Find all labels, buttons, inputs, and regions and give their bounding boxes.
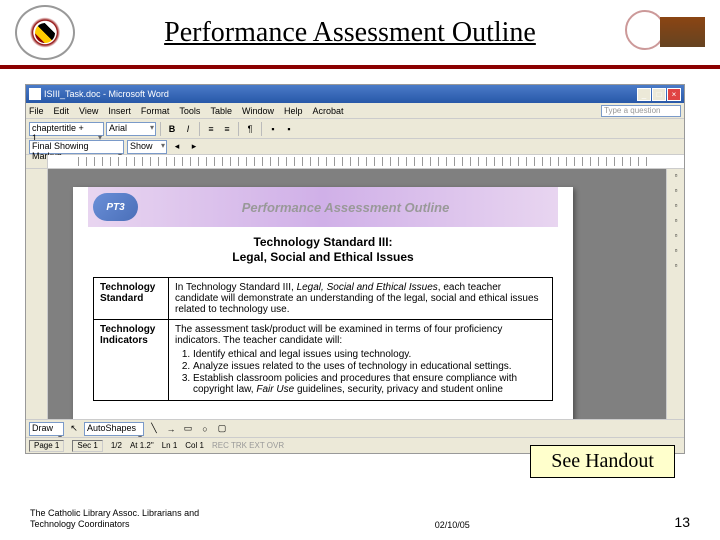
word-window: ISIII_Task.doc - Microsoft Word _ □ × Fi… bbox=[25, 84, 685, 454]
window-titlebar: ISIII_Task.doc - Microsoft Word _ □ × bbox=[26, 85, 684, 103]
toolbar-button[interactable]: ▪ bbox=[266, 122, 280, 136]
vertical-ruler[interactable] bbox=[26, 169, 48, 419]
next-change-button[interactable]: ▸ bbox=[187, 140, 201, 154]
horizontal-ruler[interactable] bbox=[26, 155, 684, 169]
menu-view[interactable]: View bbox=[79, 106, 98, 116]
list-item: Establish classroom policies and procedu… bbox=[193, 373, 546, 395]
status-col: Col 1 bbox=[185, 441, 204, 450]
menu-bar: File Edit View Insert Format Tools Table… bbox=[26, 103, 684, 119]
side-button[interactable]: ▫ bbox=[669, 171, 683, 185]
menu-file[interactable]: File bbox=[29, 106, 44, 116]
line-button[interactable]: ╲ bbox=[147, 422, 161, 436]
menu-tools[interactable]: Tools bbox=[179, 106, 200, 116]
side-button[interactable]: ▫ bbox=[669, 261, 683, 275]
side-button[interactable]: ▫ bbox=[669, 231, 683, 245]
paragraph-button[interactable]: ¶ bbox=[243, 122, 257, 136]
footer-date: 02/10/05 bbox=[435, 520, 470, 530]
show-select[interactable]: Show bbox=[127, 140, 167, 154]
select-arrow-button[interactable]: ↖ bbox=[67, 422, 81, 436]
draw-menu[interactable]: Draw bbox=[29, 422, 64, 436]
side-button[interactable]: ▫ bbox=[669, 216, 683, 230]
menu-format[interactable]: Format bbox=[141, 106, 170, 116]
side-button[interactable]: ▫ bbox=[669, 246, 683, 260]
menu-window[interactable]: Window bbox=[242, 106, 274, 116]
document-banner: PT3 Performance Assessment Outline bbox=[88, 187, 558, 227]
list-item: Analyze issues related to the uses of te… bbox=[193, 361, 546, 372]
university-logo bbox=[15, 5, 75, 60]
italic-button[interactable]: I bbox=[181, 122, 195, 136]
arrow-button[interactable]: → bbox=[164, 422, 178, 436]
row-label: Technology Indicators bbox=[94, 320, 169, 401]
status-pages: 1/2 bbox=[111, 441, 122, 450]
menu-edit[interactable]: Edit bbox=[54, 106, 70, 116]
table-row: Technology Indicators The assessment tas… bbox=[94, 320, 553, 401]
list-item: Identify ethical and legal issues using … bbox=[193, 349, 546, 360]
rectangle-button[interactable]: ▭ bbox=[181, 422, 195, 436]
font-select[interactable]: Arial bbox=[106, 122, 156, 136]
slide-title: Performance Assessment Outline bbox=[75, 17, 625, 49]
markup-select[interactable]: Final Showing Markup bbox=[29, 140, 124, 154]
window-title: ISIII_Task.doc - Microsoft Word bbox=[44, 89, 637, 99]
status-at: At 1.2" bbox=[130, 441, 154, 450]
align-center-button[interactable]: ≡ bbox=[220, 122, 234, 136]
footer-org: The Catholic Library Assoc. Librarians a… bbox=[30, 508, 230, 530]
footer-page-number: 13 bbox=[674, 514, 690, 530]
standards-table: Technology Standard In Technology Standa… bbox=[93, 277, 553, 401]
maximize-button[interactable]: □ bbox=[652, 88, 666, 101]
side-button[interactable]: ▫ bbox=[669, 186, 683, 200]
close-button[interactable]: × bbox=[667, 88, 681, 101]
row-content: In Technology Standard III, Legal, Socia… bbox=[169, 278, 553, 320]
minimize-button[interactable]: _ bbox=[637, 88, 651, 101]
pt3-logo: PT3 bbox=[93, 193, 138, 221]
prev-change-button[interactable]: ◂ bbox=[170, 140, 184, 154]
status-page: Page 1 bbox=[29, 440, 64, 452]
partner-logo bbox=[625, 5, 705, 60]
document-title: Technology Standard III: Legal, Social a… bbox=[73, 235, 573, 265]
task-pane-toolbar: ▫ ▫ ▫ ▫ ▫ ▫ ▫ bbox=[666, 169, 684, 419]
banner-title: Performance Assessment Outline bbox=[138, 200, 553, 215]
word-icon bbox=[29, 88, 41, 100]
oval-button[interactable]: ○ bbox=[198, 422, 212, 436]
align-left-button[interactable]: ≡ bbox=[204, 122, 218, 136]
autoshapes-menu[interactable]: AutoShapes bbox=[84, 422, 144, 436]
toolbar-button[interactable]: ▪ bbox=[282, 122, 296, 136]
help-question-input[interactable]: Type a question bbox=[601, 105, 681, 117]
document-page: PT3 Performance Assessment Outline Techn… bbox=[73, 187, 573, 419]
menu-insert[interactable]: Insert bbox=[108, 106, 131, 116]
standard-toolbar: chaptertitle + 1 Arial B I ≡ ≡ ¶ ▪ ▪ bbox=[26, 119, 684, 139]
status-section: Sec 1 bbox=[72, 440, 102, 452]
style-select[interactable]: chaptertitle + 1 bbox=[29, 122, 104, 136]
menu-table[interactable]: Table bbox=[210, 106, 232, 116]
drawing-toolbar: Draw ↖ AutoShapes ╲ → ▭ ○ ▢ bbox=[26, 419, 684, 437]
textbox-button[interactable]: ▢ bbox=[215, 422, 229, 436]
row-label: Technology Standard bbox=[94, 278, 169, 320]
row-content: The assessment task/product will be exam… bbox=[169, 320, 553, 401]
see-handout-callout: See Handout bbox=[530, 445, 675, 478]
menu-help[interactable]: Help bbox=[284, 106, 303, 116]
table-row: Technology Standard In Technology Standa… bbox=[94, 278, 553, 320]
menu-acrobat[interactable]: Acrobat bbox=[312, 106, 343, 116]
bold-button[interactable]: B bbox=[165, 122, 179, 136]
side-button[interactable]: ▫ bbox=[669, 201, 683, 215]
reviewing-toolbar: Final Showing Markup Show ◂ ▸ bbox=[26, 139, 684, 155]
status-modes: REC TRK EXT OVR bbox=[212, 441, 284, 450]
status-line: Ln 1 bbox=[162, 441, 178, 450]
